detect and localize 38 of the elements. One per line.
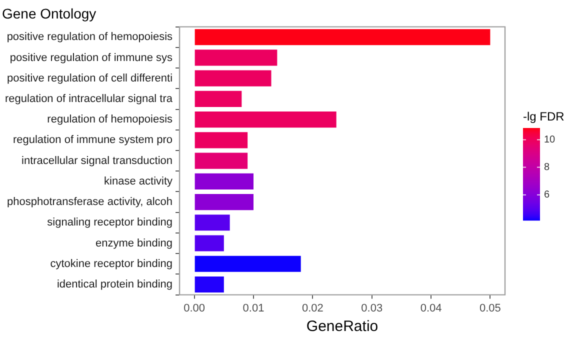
bar — [194, 214, 230, 231]
bar — [194, 173, 254, 190]
color-bar-label: 6 — [544, 190, 550, 201]
y-tick-label: kinase activity — [104, 175, 174, 188]
bar — [194, 152, 248, 169]
color-bar-title: -lg FDR — [523, 109, 565, 124]
text: Gene Ontology — [2, 5, 96, 22]
bar — [194, 276, 224, 293]
bar — [194, 194, 254, 210]
y-tick-label: positive regulation of cell differenti — [7, 72, 173, 84]
y-tick-label: regulation of intracellular signal tra — [4, 92, 174, 105]
bar — [194, 132, 248, 148]
y-tick-label: signaling receptor binding — [47, 216, 173, 229]
y-tick-label: positive regulation of hemopoiesis — [6, 31, 174, 44]
x-tick-label: 0.05 — [479, 302, 501, 314]
y-tick-label: regulation of hemopoiesis — [47, 114, 174, 126]
bar — [194, 112, 336, 128]
y-tick-label: regulation of immune system pro — [12, 134, 173, 146]
y-tick-label: phosphotransferase activity, alcoh — [7, 196, 173, 208]
x-tick-label: 0.00 — [184, 302, 206, 314]
color-bar-label: 10 — [544, 134, 556, 146]
bar — [194, 256, 301, 272]
y-tick-label: identical protein binding — [56, 278, 173, 291]
bar — [194, 70, 272, 86]
bar — [194, 29, 490, 46]
y-tick-label: intracellular signal transduction — [22, 154, 173, 167]
y-tick-label: enzyme binding — [95, 237, 173, 250]
y-tick-label: cytokine receptor binding — [50, 258, 173, 270]
y-tick-label: positive regulation of immune sys — [10, 52, 174, 64]
color-bar-label: 8 — [544, 162, 550, 174]
x-tick-label: 0.04 — [420, 302, 442, 314]
x-tick-label: 0.01 — [242, 302, 264, 314]
bar — [194, 235, 224, 252]
x-axis-title: GeneRatio — [306, 318, 378, 336]
x-tick-label: 0.03 — [361, 302, 383, 314]
bar — [194, 50, 278, 66]
bar — [194, 90, 242, 107]
x-tick-label: 0.02 — [302, 302, 324, 314]
